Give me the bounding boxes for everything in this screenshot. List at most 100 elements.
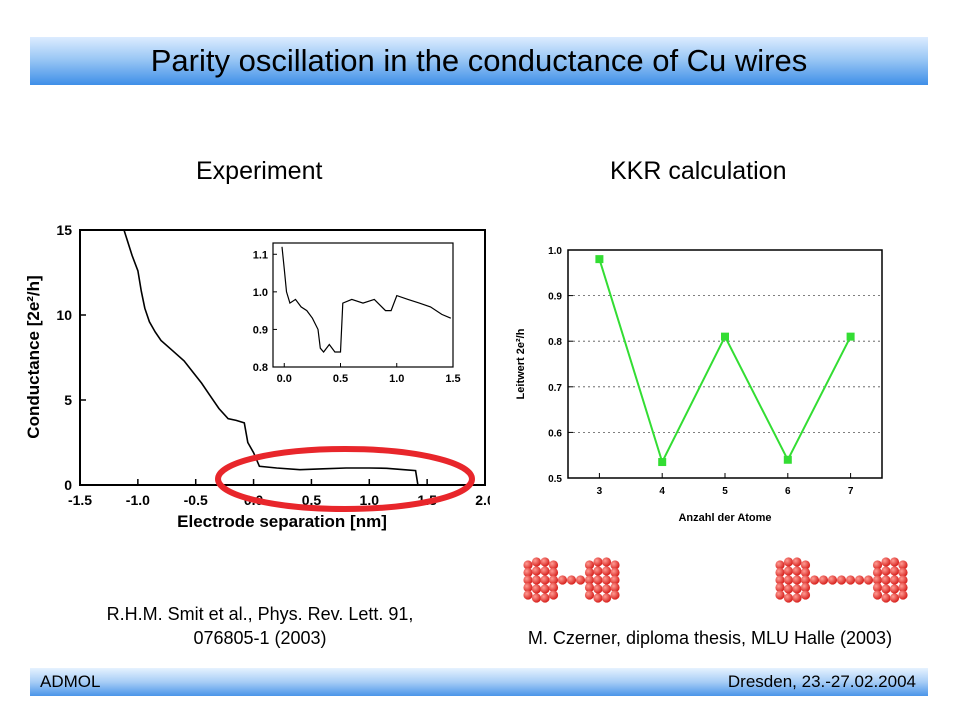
chain-atom	[557, 575, 568, 585]
atom	[593, 593, 603, 603]
atom	[601, 566, 612, 576]
chain-atom	[818, 575, 829, 585]
inset-x-tick-label: 1.5	[445, 373, 460, 385]
exp-x-tick-label: 1.0	[360, 492, 380, 508]
atom	[610, 567, 620, 578]
chain-atom	[863, 575, 874, 585]
atom	[593, 575, 603, 585]
exp-y-tick-label: 15	[56, 222, 72, 238]
kkr-data-point	[721, 332, 729, 341]
kkr-data-point	[783, 455, 792, 464]
atom	[783, 593, 794, 603]
atom	[584, 560, 595, 570]
atom	[523, 582, 533, 593]
atom	[775, 582, 785, 593]
kkr-data-point	[846, 332, 855, 341]
kkr-citation: M. Czerner, diploma thesis, MLU Halle (2…	[527, 628, 893, 648]
chain-atom	[854, 575, 865, 585]
kkr-conductance-line	[598, 258, 852, 465]
exp-x-tick-label: 2.0	[475, 492, 490, 508]
atom	[601, 584, 612, 594]
atom	[881, 575, 891, 585]
kkr-x-label: Anzahl der Atome	[678, 512, 771, 524]
atom	[898, 560, 908, 570]
inset-y-tick-label: 1.0	[253, 287, 268, 299]
atom	[889, 566, 900, 576]
kkr-x-tick-label: 3	[597, 486, 603, 497]
atom	[775, 567, 785, 578]
atom	[898, 567, 908, 578]
experiment-heading: Experiment	[196, 157, 323, 185]
kkr-y-tick-label: 1.0	[548, 246, 562, 257]
atom	[523, 567, 533, 578]
atom	[800, 567, 811, 578]
footer-bar: ADMOL Dresden, 23.-27.02.2004	[30, 668, 928, 696]
atom	[783, 557, 794, 567]
kkr-plot-frame	[567, 249, 883, 479]
atom	[523, 560, 533, 570]
atom	[540, 566, 550, 576]
atom	[548, 582, 559, 593]
atom	[783, 566, 794, 576]
atom	[800, 575, 811, 585]
kkr-heading: KKR calculation	[610, 157, 787, 185]
kkr-y-tick-label: 0.8	[548, 337, 562, 348]
inset-y-tick-label: 1.1	[253, 249, 268, 261]
kkr-data-point	[595, 255, 604, 264]
exp-x-tick-label: -0.5	[184, 492, 208, 508]
atom	[775, 575, 785, 585]
atom	[540, 575, 550, 585]
atom	[548, 575, 559, 585]
atom	[523, 575, 533, 585]
atom	[872, 582, 883, 593]
atom	[610, 582, 620, 593]
exp-x-tick-label: -1.0	[126, 492, 150, 508]
atom	[531, 593, 542, 603]
highlight-ellipse	[215, 446, 475, 512]
atom	[610, 560, 620, 570]
kkr-y-tick-label: 0.7	[548, 383, 562, 394]
kkr-x-tick-label: 7	[848, 486, 854, 497]
slide-title: Parity oscillation in the conductance of…	[150, 43, 808, 78]
atom	[800, 582, 811, 593]
atom	[540, 593, 550, 603]
atom	[601, 575, 612, 585]
atom	[601, 593, 612, 603]
atom	[540, 557, 550, 567]
atom	[881, 557, 891, 567]
chain-atom	[809, 575, 820, 585]
kkr-data-point	[658, 458, 667, 467]
atom	[783, 575, 794, 585]
kkr-y-label: Leitwert 2e²/h	[515, 328, 527, 399]
atom	[872, 590, 883, 600]
exp-y-tick-label: 0	[64, 477, 72, 493]
inset-conductance-line	[281, 246, 452, 353]
chain-atom	[845, 575, 856, 585]
experiment-x-label: Electrode separation [nm]	[177, 512, 387, 531]
atom	[540, 584, 550, 594]
atom	[881, 566, 891, 576]
experiment-chart: -1.5-1.0-0.50.00.51.01.52.0051015 0.00.5…	[24, 222, 490, 531]
kkr-x-tick-label: 6	[785, 486, 791, 497]
experiment-citation-line2: 076805-1 (2003)	[193, 628, 327, 648]
atom	[889, 575, 900, 585]
atom	[898, 582, 908, 593]
kkr-x-tick-label: 4	[659, 486, 665, 497]
atom	[792, 566, 802, 576]
footer-right: Dresden, 23.-27.02.2004	[727, 672, 916, 691]
atom	[889, 593, 900, 603]
experiment-plot-frame	[79, 229, 486, 486]
atom	[792, 575, 802, 585]
atom	[610, 575, 620, 585]
chain-atom	[575, 575, 586, 585]
exp-y-tick-label: 10	[56, 307, 72, 323]
kkr-y-tick-label: 0.9	[548, 292, 562, 303]
chain-atom	[827, 575, 838, 585]
atom	[548, 567, 559, 578]
atom	[531, 557, 542, 567]
chain-atom	[836, 575, 847, 585]
footer-left: ADMOL	[40, 672, 101, 691]
inset-x-tick-label: 0.5	[333, 373, 348, 385]
atom	[584, 590, 595, 600]
atom	[898, 590, 908, 600]
